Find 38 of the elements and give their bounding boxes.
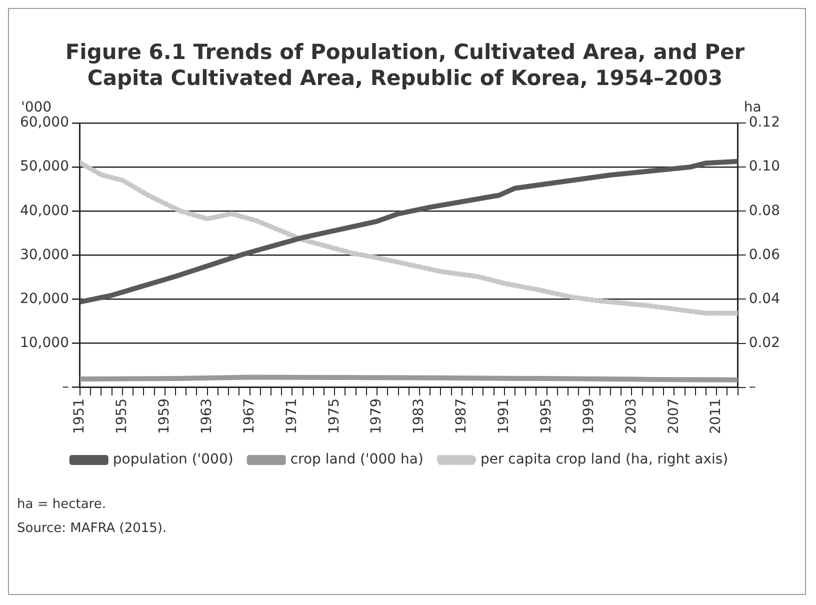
x-tick-label: 1963 bbox=[198, 398, 215, 434]
y-tick-label: – bbox=[62, 379, 69, 396]
y2-axis-title: ha bbox=[744, 100, 762, 116]
text: ha = hectare. bbox=[17, 496, 108, 514]
legend-label: crop land ('000 ha) bbox=[290, 452, 424, 468]
y-tick-label: 10,000 bbox=[20, 334, 69, 351]
x-tick-label: 1995 bbox=[538, 398, 554, 434]
y2-tick-label: 0.08 bbox=[748, 202, 780, 219]
y2-tick-label: 0.10 bbox=[748, 158, 780, 175]
y-tick-label: 30,000 bbox=[20, 246, 69, 263]
x-tick-label: 1975 bbox=[326, 398, 342, 434]
x-tick-label: 1959 bbox=[156, 398, 173, 434]
x-tick-label: 1967 bbox=[241, 398, 258, 434]
y-tick-label: 50,000 bbox=[20, 158, 69, 175]
x-tick-label: 2011 bbox=[708, 398, 724, 434]
y2-tick-label: 0.04 bbox=[748, 290, 780, 307]
chart-title: Figure 6.1 Trends of Population, Cultivated Area, and Per Capita Cultivated Area, Republic of Korea, 1954–2003 bbox=[64, 39, 746, 91]
x-tick-label: 2003 bbox=[623, 398, 640, 434]
legend-label: per capita crop land (ha, right axis) bbox=[480, 452, 728, 468]
x-tick-label: 1955 bbox=[114, 398, 130, 434]
x-tick-label: 1971 bbox=[284, 398, 300, 434]
y-axis-title: '000 bbox=[21, 100, 52, 116]
y2-tick-label: 0.12 bbox=[748, 114, 780, 131]
x-tick-label: 1951 bbox=[72, 398, 88, 434]
y2-tick-label: 0.06 bbox=[748, 246, 780, 263]
x-tick-label: 2007 bbox=[666, 398, 682, 434]
x-tick-label: 1999 bbox=[580, 398, 597, 434]
y-tick-label: 60,000 bbox=[20, 114, 69, 131]
legend-label: population ('000) bbox=[112, 452, 234, 468]
y2-tick-label: 0.02 bbox=[748, 334, 780, 351]
x-tick-label: 1979 bbox=[368, 398, 385, 434]
x-tick-label: 1991 bbox=[496, 398, 512, 434]
y-tick-label: 20,000 bbox=[20, 290, 69, 307]
x-tick-label: 1987 bbox=[454, 398, 470, 434]
y2-tick-label: – bbox=[748, 379, 756, 396]
x-tick-label: 1983 bbox=[411, 398, 428, 434]
source-note: Source: MAFRA (2015). bbox=[17, 520, 168, 538]
y-tick-label: 40,000 bbox=[20, 202, 69, 219]
